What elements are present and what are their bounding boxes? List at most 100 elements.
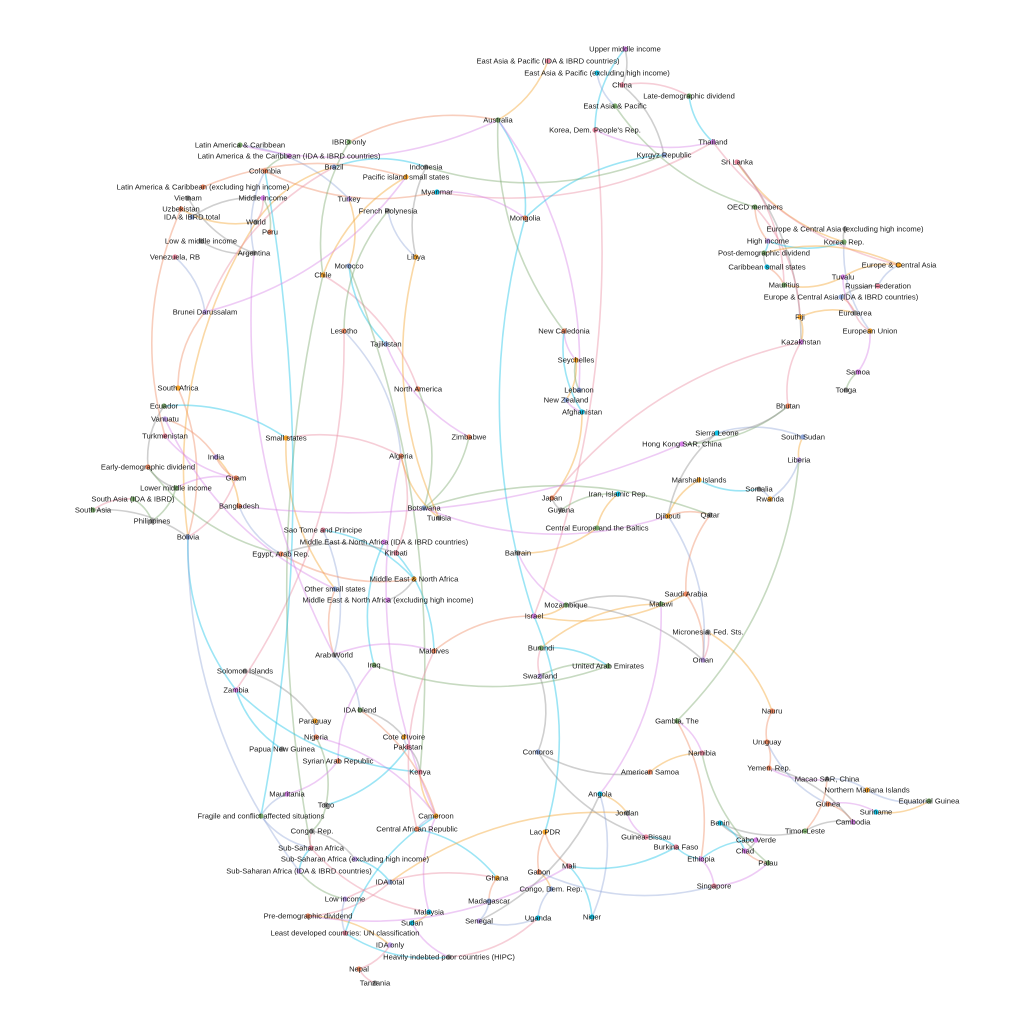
node-benin[interactable]: Benin <box>710 819 729 828</box>
node-least-developed-countries-un-classification[interactable]: Least developed countries: UN classifica… <box>270 929 419 938</box>
node-peru[interactable]: Peru <box>262 228 278 237</box>
node-dot[interactable] <box>537 673 543 679</box>
node-turkmenistan[interactable]: Turkmenistan <box>142 432 188 441</box>
node-mauritius[interactable]: Mauritius <box>769 281 800 290</box>
node-dot[interactable] <box>149 518 155 524</box>
node-libya[interactable]: Libya <box>407 253 426 262</box>
node-northern-mariana-islands[interactable]: Northern Mariana Islands <box>824 786 909 795</box>
node-dot[interactable] <box>798 339 804 345</box>
node-dot[interactable] <box>172 254 178 260</box>
node-dot[interactable] <box>278 551 284 557</box>
node-dot[interactable] <box>323 802 329 808</box>
node-myanmar[interactable]: Myanmar <box>421 188 453 197</box>
node-dot[interactable] <box>873 809 879 815</box>
node-sub-saharan-africa-excluding-high-income[interactable]: Sub-Saharan Africa (excluding high incom… <box>281 855 430 864</box>
node-north-america[interactable]: North America <box>394 385 443 394</box>
node-dot[interactable] <box>711 883 717 889</box>
node-bahrain[interactable]: Bahrain <box>505 549 531 558</box>
node-guyana[interactable]: Guyana <box>548 506 575 515</box>
node-south-africa[interactable]: South Africa <box>158 384 200 393</box>
node-east-asia-pacific-excluding-high-income[interactable]: East Asia & Pacific (excluding high inco… <box>524 69 670 78</box>
node-dot[interactable] <box>699 750 705 756</box>
node-dot[interactable] <box>189 214 195 220</box>
node-algeria[interactable]: Algeria <box>389 452 413 461</box>
node-vanuatu[interactable]: Vanuatu <box>151 415 179 424</box>
node-zimbabwe[interactable]: Zimbabwe <box>451 433 486 442</box>
node-lao-pdr[interactable]: Lao PDR <box>530 828 561 837</box>
node-dot[interactable] <box>130 496 136 502</box>
node-dot[interactable] <box>615 491 621 497</box>
node-dot[interactable] <box>162 416 168 422</box>
node-lebanon[interactable]: Lebanon <box>564 386 594 395</box>
node-dot[interactable] <box>800 434 806 440</box>
node-dot[interactable] <box>356 966 362 972</box>
node-burundi[interactable]: Burundi <box>528 644 554 653</box>
node-japan[interactable]: Japan <box>542 494 563 503</box>
node-qatar[interactable]: Qatar <box>701 511 720 520</box>
node-djibouti[interactable]: Djibouti <box>655 512 681 521</box>
node-dot[interactable] <box>387 879 393 885</box>
node-uruguay[interactable]: Uruguay <box>753 738 782 747</box>
node-dot[interactable] <box>753 837 759 843</box>
node-dot[interactable] <box>867 328 873 334</box>
node-dot[interactable] <box>766 765 772 771</box>
node-dot[interactable] <box>385 597 391 603</box>
node-madagascar[interactable]: Madagascar <box>468 897 510 906</box>
node-kiribati[interactable]: Kiribati <box>384 549 408 558</box>
node-singapore[interactable]: Singapore <box>697 882 732 891</box>
node-seychelles[interactable]: Seychelles <box>558 356 595 365</box>
node-dot[interactable] <box>566 863 572 869</box>
node-dot[interactable] <box>563 602 569 608</box>
node-fiji[interactable]: Fiji <box>795 313 805 322</box>
node-lower-middle-income[interactable]: Lower middle income <box>140 484 212 493</box>
node-dot[interactable] <box>705 629 711 635</box>
node-vietnam[interactable]: Vietnam <box>174 194 202 203</box>
node-east-asia-pacific-ida-ibrd-countries[interactable]: East Asia & Pacific (IDA & IBRD countrie… <box>476 57 620 66</box>
node-south-asia[interactable]: South Asia <box>75 506 112 515</box>
node-new-zealand[interactable]: New Zealand <box>544 396 589 405</box>
node-dot[interactable] <box>707 512 713 518</box>
node-dot[interactable] <box>401 734 407 740</box>
node-south-asia-ida-ibrd[interactable]: South Asia (IDA & IBRD) <box>91 495 175 504</box>
node-american-samoa[interactable]: American Samoa <box>621 768 680 777</box>
node-dot[interactable] <box>200 184 206 190</box>
node-ethiopia[interactable]: Ethiopia <box>687 855 715 864</box>
node-brazil[interactable]: Brazil <box>325 163 344 172</box>
node-dot[interactable] <box>185 534 191 540</box>
node-early-demographic-dividend[interactable]: Early-demographic dividend <box>101 463 195 472</box>
node-tunisia[interactable]: Tunisia <box>427 514 452 523</box>
node-dot[interactable] <box>545 58 551 64</box>
node-korea-dem-people-s-rep[interactable]: Korea, Dem. People's Rep. <box>549 126 641 135</box>
node-dot[interactable] <box>346 139 352 145</box>
node-dot[interactable] <box>145 464 151 470</box>
node-dot[interactable] <box>612 103 618 109</box>
node-dot[interactable] <box>825 801 831 807</box>
node-palau[interactable]: Palau <box>758 859 777 868</box>
node-dot[interactable] <box>785 403 791 409</box>
node-oman[interactable]: Oman <box>693 656 714 665</box>
node-east-asia-pacific[interactable]: East Asia & Pacific <box>583 102 647 111</box>
node-dot[interactable] <box>90 507 96 513</box>
node-dot[interactable] <box>549 495 555 501</box>
node-dot[interactable] <box>242 668 248 674</box>
node-egypt-arab-rep[interactable]: Egypt, Arab Rep. <box>252 550 309 559</box>
node-samoa[interactable]: Samoa <box>846 368 871 377</box>
node-dot[interactable] <box>802 828 808 834</box>
node-pre-demographic-dividend[interactable]: Pre-demographic dividend <box>264 912 353 921</box>
node-cameroon[interactable]: Cameroon <box>418 812 453 821</box>
node-dot[interactable] <box>714 430 720 436</box>
node-dot[interactable] <box>371 662 377 668</box>
node-dot[interactable] <box>494 875 500 881</box>
node-dot[interactable] <box>841 239 847 245</box>
node-world[interactable]: World <box>246 218 266 227</box>
node-dot[interactable] <box>331 164 337 170</box>
node-dot[interactable] <box>258 813 264 819</box>
node-swaziland[interactable]: Swaziland <box>523 672 558 681</box>
node-dot[interactable] <box>686 93 692 99</box>
node-europe-central-asia[interactable]: Europe & Central Asia <box>862 261 937 270</box>
node-dot[interactable] <box>383 341 389 347</box>
node-other-small-states[interactable]: Other small states <box>304 585 365 594</box>
node-russian-federation[interactable]: Russian Federation <box>845 282 911 291</box>
node-dot[interactable] <box>346 263 352 269</box>
node-dot[interactable] <box>476 918 482 924</box>
